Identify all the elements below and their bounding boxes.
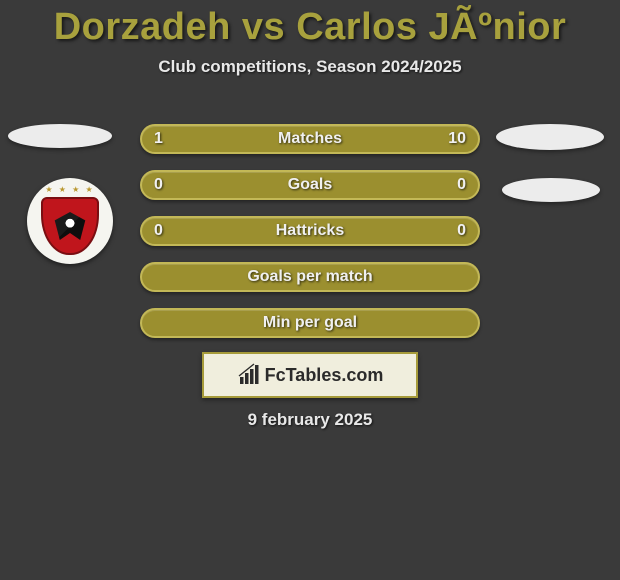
stats-rows: 1 Matches 10 0 Goals 0 0 Hattricks 0 Goals per ma…: [140, 124, 480, 354]
crest-eagle-icon: [53, 212, 87, 240]
page-subtitle: Club competitions, Season 2024/2025: [0, 57, 620, 77]
stat-value-left: 1: [154, 130, 163, 148]
stat-row: 1 Matches 10: [140, 124, 480, 154]
page-title: Dorzadeh vs Carlos JÃºnior: [0, 0, 620, 49]
stat-row: Goals per match: [140, 262, 480, 292]
decorative-ellipse: [496, 124, 604, 150]
club-crest: ★ ★ ★ ★: [27, 178, 113, 264]
stat-label: Min per goal: [263, 314, 357, 332]
stat-value-left: 0: [154, 176, 163, 194]
brand-badge: FcTables.com: [202, 352, 418, 398]
decorative-ellipse: [8, 124, 112, 148]
stat-row: 0 Goals 0: [140, 170, 480, 200]
stat-value-right: 0: [457, 222, 466, 240]
crest-shield-icon: [41, 197, 99, 255]
decorative-ellipse: [502, 178, 600, 202]
stat-label: Hattricks: [276, 222, 344, 240]
stat-label: Goals: [288, 176, 332, 194]
stat-row: 0 Hattricks 0: [140, 216, 480, 246]
stat-label: Goals per match: [247, 268, 372, 286]
stat-value-right: 0: [457, 176, 466, 194]
stat-value-right: 10: [448, 130, 466, 148]
date-text: 9 february 2025: [0, 410, 620, 430]
stat-label: Matches: [278, 130, 342, 148]
crest-stars-icon: ★ ★ ★ ★: [41, 185, 99, 194]
brand-text: FcTables.com: [265, 365, 384, 386]
bar-chart-icon: [237, 363, 261, 387]
stat-value-left: 0: [154, 222, 163, 240]
stat-row: Min per goal: [140, 308, 480, 338]
